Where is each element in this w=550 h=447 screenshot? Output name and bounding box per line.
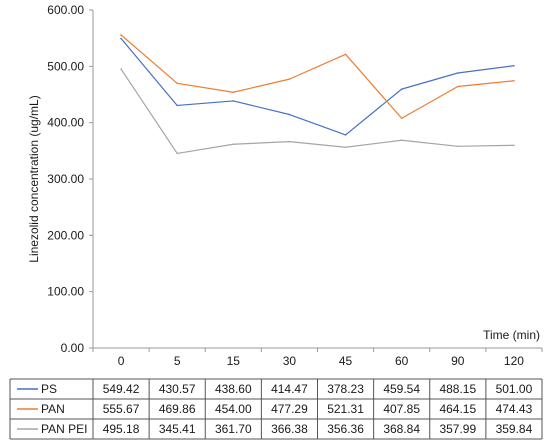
data-point — [513, 144, 515, 147]
data-point — [400, 88, 403, 90]
data-point — [513, 64, 515, 67]
x-tick-label: 30 — [283, 354, 297, 368]
data-point — [288, 78, 291, 80]
data-point — [513, 79, 515, 82]
y-tick-label: 400.00 — [47, 116, 84, 130]
data-point — [232, 143, 235, 146]
legend-label: PS — [41, 382, 57, 396]
data-label: 459.54 — [383, 382, 420, 396]
data-label: 454.00 — [215, 402, 252, 416]
data-label: 474.43 — [496, 402, 533, 416]
data-label: 495.18 — [103, 422, 140, 436]
series-line-ps — [120, 38, 515, 136]
data-label: 469.86 — [159, 402, 196, 416]
data-point — [344, 146, 347, 149]
data-point — [176, 82, 178, 85]
y-axis-title: Linezolid concentration (ug/mL) — [27, 95, 41, 262]
data-label: 366.38 — [271, 422, 308, 436]
y-tick-label: 200.00 — [47, 228, 84, 242]
data-point — [288, 113, 291, 116]
data-point — [232, 100, 235, 102]
data-label: 345.41 — [159, 422, 196, 436]
data-label: 378.23 — [327, 382, 364, 396]
data-label: 368.84 — [383, 422, 420, 436]
data-label: 357.99 — [439, 422, 476, 436]
data-point — [400, 117, 403, 120]
data-label: 359.84 — [496, 422, 533, 436]
data-label: 356.36 — [327, 422, 364, 436]
data-point — [232, 91, 235, 94]
data-point — [457, 85, 459, 88]
data-point — [400, 139, 403, 142]
data-point — [120, 37, 122, 40]
data-label: 464.15 — [439, 402, 476, 416]
data-point — [457, 145, 459, 148]
data-label: 361.70 — [215, 422, 252, 436]
data-label: 477.29 — [271, 402, 308, 416]
series-line-pan — [120, 34, 515, 119]
x-tick-label: 15 — [227, 354, 241, 368]
x-tick-label: 60 — [395, 354, 409, 368]
data-label: 501.00 — [496, 382, 533, 396]
data-point — [344, 134, 347, 136]
data-point — [120, 68, 122, 70]
data-point — [344, 53, 347, 56]
y-tick-label: 100.00 — [47, 285, 84, 299]
data-label: 414.47 — [271, 382, 308, 396]
x-tick-label: 5 — [174, 354, 181, 368]
data-point — [176, 152, 178, 155]
x-tick-label: 0 — [118, 354, 125, 368]
y-tick-label: 600.00 — [47, 3, 84, 17]
data-label: 430.57 — [159, 382, 196, 396]
legend-label: PAN PEI — [41, 422, 87, 436]
data-label: 488.15 — [439, 382, 476, 396]
x-tick-label: 45 — [339, 354, 353, 368]
x-tick-label: 120 — [504, 354, 524, 368]
data-label: 407.85 — [383, 402, 420, 416]
x-axis-title: Time (min) — [483, 328, 540, 342]
data-label: 549.42 — [103, 382, 140, 396]
y-tick-label: 300.00 — [47, 172, 84, 186]
data-label: 438.60 — [215, 382, 252, 396]
data-label: 555.67 — [103, 402, 140, 416]
data-label: 521.31 — [327, 402, 364, 416]
data-point — [176, 104, 178, 107]
series-line-pan-pei — [120, 68, 514, 155]
legend-label: PAN — [41, 402, 65, 416]
data-point — [120, 34, 122, 36]
data-point — [288, 140, 291, 143]
data-point — [457, 72, 459, 74]
y-tick-label: 500.00 — [47, 59, 84, 73]
y-tick-label: 0.00 — [61, 341, 85, 355]
x-tick-label: 90 — [451, 354, 465, 368]
